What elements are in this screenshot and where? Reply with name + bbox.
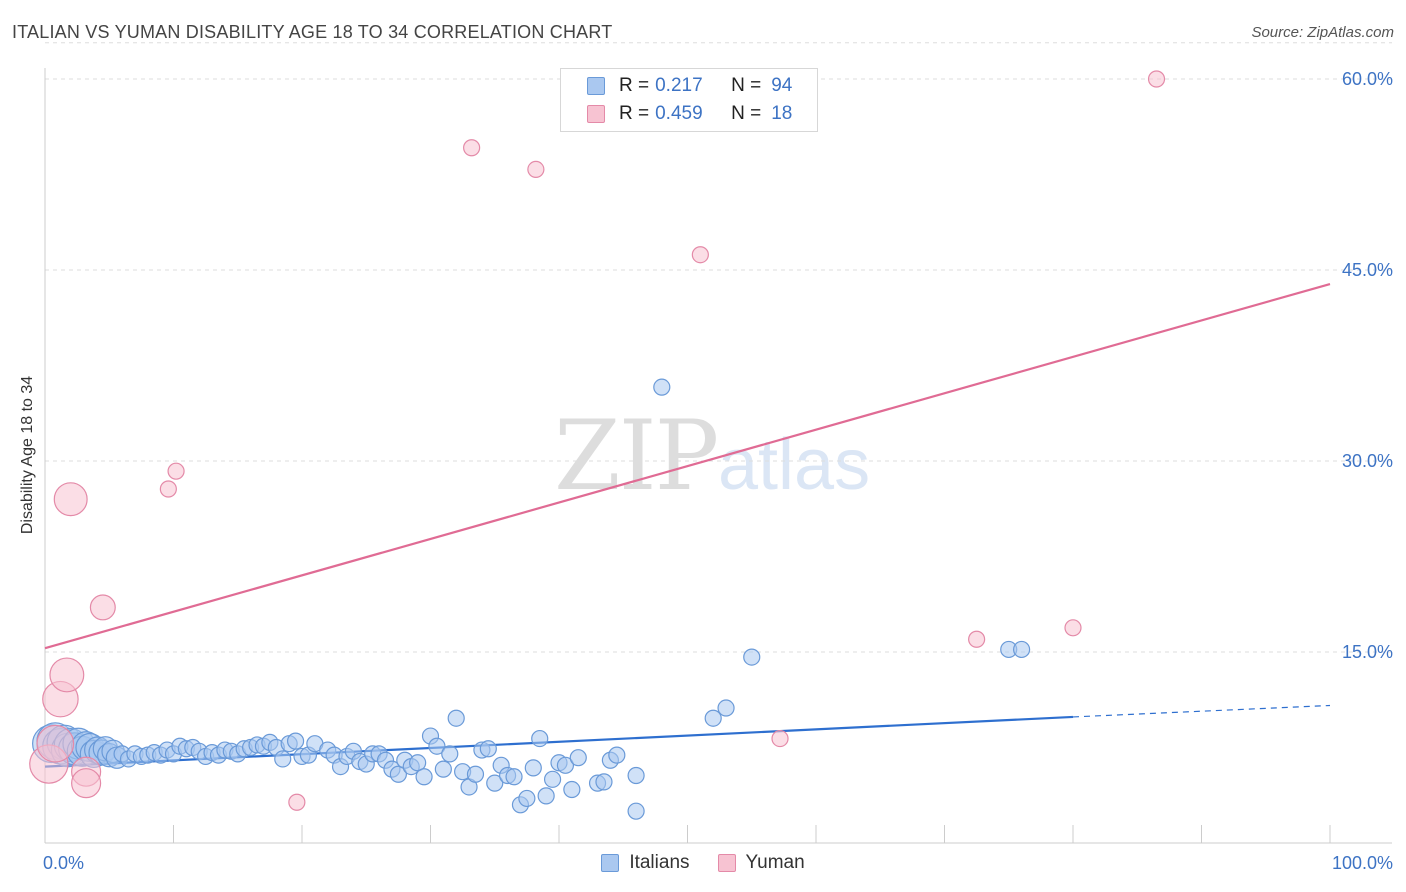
point-italians: [428, 737, 446, 755]
x-tick-label: 100.0%: [1332, 853, 1393, 873]
r-label: R =: [619, 75, 650, 96]
yuman-swatch: [587, 105, 605, 123]
point-italians: [447, 709, 465, 727]
point-italians: [486, 774, 504, 792]
correlation-legend: R = 0.217 N = 94 R = 0.459 N = 18: [560, 68, 818, 132]
point-italians: [595, 773, 613, 791]
point-yuman: [71, 768, 102, 799]
italians-swatch: [601, 854, 620, 872]
watermark-zip: ZIP: [554, 400, 719, 512]
point-italians: [524, 759, 542, 777]
point-yuman: [968, 630, 986, 648]
point-italians: [274, 750, 292, 768]
point-italians: [505, 768, 523, 786]
point-italians: [1012, 640, 1031, 659]
tick-labels: 15.0% 30.0% 45.0% 60.0% 0.0% 100.0%: [43, 69, 1393, 873]
legend-row-italians: R = 0.217 N = 94: [587, 74, 792, 98]
n-label: N =: [731, 103, 762, 124]
point-italians: [466, 765, 485, 783]
italians-swatch: [587, 77, 605, 95]
y-tick-label: 30.0%: [1342, 451, 1393, 471]
trend-lines: [44, 282, 1331, 768]
point-italians: [518, 789, 536, 808]
point-italians: [389, 765, 407, 783]
legend-label-italians: Italians: [629, 852, 690, 873]
n-value: 18: [771, 103, 793, 124]
watermark-atlas: atlas: [718, 425, 871, 505]
legend-row-yuman: R = 0.459 N = 18: [587, 102, 792, 126]
point-italians: [627, 766, 645, 785]
point-italians: [409, 754, 427, 772]
point-italians: [569, 749, 587, 767]
r-label: R =: [619, 103, 650, 124]
x-tick-label: 0.0%: [43, 853, 84, 873]
point-yuman: [89, 594, 116, 621]
source-label: Source: ZipAtlas.com: [1251, 24, 1394, 41]
legend-label-yuman: Yuman: [745, 852, 805, 873]
point-yuman: [463, 139, 481, 157]
n-label: N =: [731, 75, 762, 96]
legend-item-yuman: Yuman: [717, 852, 805, 874]
y-tick-label: 45.0%: [1342, 260, 1393, 280]
point-yuman: [771, 729, 789, 748]
point-italians: [441, 745, 459, 763]
point-italians: [627, 802, 645, 820]
r-value: 0.217: [655, 75, 703, 96]
point-yuman: [167, 462, 185, 480]
point-italians: [704, 709, 722, 727]
y-tick-label: 60.0%: [1342, 69, 1393, 89]
point-italians: [434, 760, 452, 778]
point-italians: [479, 740, 497, 758]
series-legend: Italians Yuman: [0, 852, 1406, 874]
yuman-swatch: [717, 854, 736, 872]
point-yuman: [36, 724, 75, 763]
point-italians: [415, 768, 433, 786]
point-yuman: [1147, 70, 1166, 88]
point-italians: [286, 732, 305, 750]
r-value: 0.459: [655, 103, 703, 124]
point-italians: [608, 746, 626, 764]
trend-line-yuman: [44, 282, 1331, 650]
chart-title: ITALIAN VS YUMAN DISABILITY AGE 18 TO 34…: [12, 22, 613, 42]
grid-lines: [45, 42, 1392, 653]
data-points: [29, 70, 1166, 820]
point-italians: [653, 378, 671, 396]
trend-line-italians-extension: [1072, 704, 1331, 718]
point-yuman: [49, 657, 85, 693]
y-tick-label: 15.0%: [1342, 642, 1393, 662]
point-italians: [543, 770, 562, 788]
point-yuman: [53, 482, 88, 517]
point-yuman: [691, 246, 709, 264]
point-italians: [743, 648, 761, 666]
legend-item-italians: Italians: [601, 852, 690, 874]
point-italians: [537, 787, 555, 805]
point-italians: [717, 699, 735, 717]
point-yuman: [288, 793, 306, 811]
axes: [44, 68, 1392, 844]
n-value: 94: [771, 75, 793, 96]
point-italians: [563, 780, 581, 799]
point-italians: [556, 756, 575, 774]
point-yuman: [527, 160, 545, 179]
point-yuman: [159, 480, 177, 498]
point-italians: [531, 729, 549, 748]
point-yuman: [1064, 619, 1082, 637]
